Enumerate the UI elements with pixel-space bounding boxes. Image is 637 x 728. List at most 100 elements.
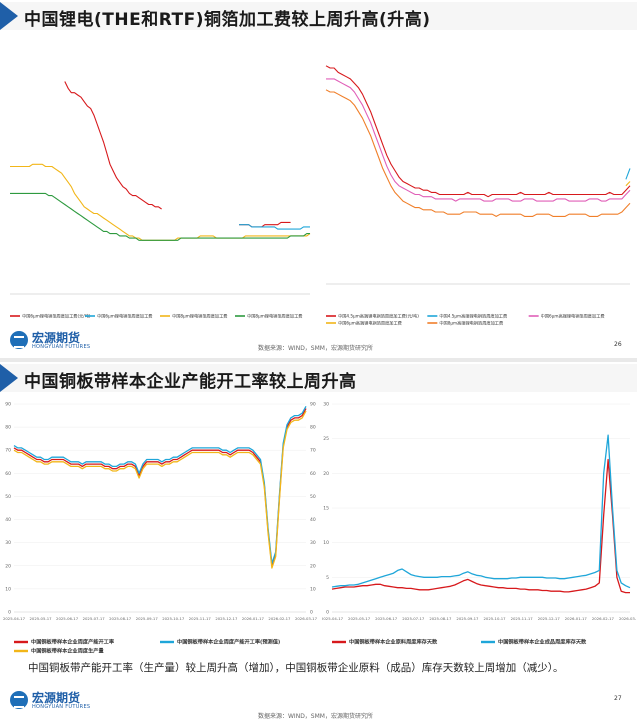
legend-label: 中国8μm锂电铜箔周度加工费 — [172, 313, 227, 320]
x-tick-label: 2025-04-17 — [3, 616, 26, 621]
series-line-0 — [325, 65, 631, 198]
legend-label: 中国铜板带样本企业周度产能开工率 — [31, 638, 115, 646]
plate-strip-utilization-svg: 9080706050403020100908070605040302010020… — [3, 402, 318, 655]
x-tick-label: 2025-07-17 — [83, 616, 106, 621]
legend-label: 中国6μm高端锂电铜箔周度加工费 — [541, 313, 605, 320]
x-tick-label: 2025-12-17 — [215, 616, 238, 621]
y-tick-label: 20 — [323, 471, 329, 477]
series-line-4 — [325, 89, 631, 217]
x-tick-label: 2025-11-17 — [511, 616, 534, 621]
page-number: 26 — [614, 341, 622, 348]
x-tick-label: 2025-07-17 — [402, 616, 425, 621]
legend-label: 中国4.5μm高端锂电铜箔周度加工费 — [439, 313, 507, 320]
series-line-0 — [331, 458, 630, 594]
x-tick-label: 2025-09-17 — [456, 616, 479, 621]
x-tick-label: 2025-05-17 — [30, 616, 53, 621]
y-right-tick-label: 30 — [310, 540, 316, 546]
y-right-tick-label: 10 — [310, 586, 316, 592]
logo-mark-icon — [10, 691, 28, 709]
logo-mark-icon — [10, 331, 28, 349]
plate-strip-inventory-chart: 30 25 20 15 10 5 0 2025-04-17 2025-05-17 2025-06-… — [321, 396, 637, 656]
legend-label: 中国4.5μm高端锂电铜箔周度加工费(元/吨) — [338, 313, 419, 320]
series-line-2 — [326, 78, 631, 202]
y-tick-label: 90 — [5, 402, 11, 408]
y-tick-label: 80 — [5, 425, 11, 431]
y-tick-label: 30 — [323, 402, 329, 408]
y-tick-label: 15 — [323, 506, 329, 512]
y-tick-label: 25 — [323, 436, 329, 442]
y-tick-label: 5 — [326, 575, 329, 581]
x-tick-label: 2026-01-17 — [565, 616, 588, 621]
series-line-2 — [10, 163, 311, 241]
copper-foil-right-svg: 中国4.5μm高端锂电铜箔周度加工费(元/吨) 中国4.5μm高端锂电铜箔周度加工… — [325, 65, 631, 327]
x-tick-label: 2025-11-17 — [189, 616, 212, 621]
company-logo: 宏源期货 HONGYUAN FUTURES — [10, 689, 90, 713]
slide-26: 中国锂电(THE和RTF)铜箔加工费较上周升高(升高) 中国6μm锂电铜箔周度加… — [0, 0, 637, 360]
slide-divider — [0, 358, 637, 364]
y-right-tick-label: 80 — [310, 425, 316, 431]
x-tick-label: 2025-09-17 — [136, 616, 159, 621]
x-tick-label: 2026-02-17 — [268, 616, 291, 621]
slide-title-bar: 中国锂电(THE和RTF)铜箔加工费较上周升高(升高) — [0, 2, 637, 30]
x-tick-label: 2025-06-17 — [375, 616, 398, 621]
logo-en: HONGYUAN FUTURES — [32, 344, 91, 350]
y-right-tick-label: 90 — [310, 402, 316, 408]
slide-27: 中国铜板带样本企业产能开工率较上周升高 90 80 70 60 50 40 30 20 10 0 9… — [0, 362, 637, 728]
series-line-1 — [239, 224, 310, 230]
x-tick-label: 2025-08-17 — [429, 616, 452, 621]
y-tick-label: 60 — [5, 471, 11, 477]
x-tick-label: 2026-03-17 — [619, 616, 636, 621]
y-right-tick-label: 20 — [310, 563, 316, 569]
summary-note: 中国铜板带产能开工率（生产量）较上周升高（增加），中国铜板带企业原料（成品）库存… — [28, 662, 564, 674]
y-right-tick-label: 60 — [310, 471, 316, 477]
y-tick-label: 50 — [5, 494, 11, 500]
logo-en: HONGYUAN FUTURES — [32, 704, 91, 710]
legend-label: 中国8μm高端锂电铜箔周度加工费 — [439, 320, 503, 327]
copper-foil-left-chart: 中国6μm锂电铜箔周度加工费(元/吨) 中国6μm锂电铜箔周度加工费 中国8μm锂电… — [4, 34, 316, 330]
x-tick-label: 2025-10-17 — [484, 616, 507, 621]
plate-strip-utilization-chart: 90 80 70 60 50 40 30 20 10 0 90 80 70 60 50 40 30 20 10 0 20… — [2, 396, 320, 656]
legend-label: 中国6μm高端锂电铜箔周度加工费 — [338, 320, 402, 327]
y-tick-label: 30 — [5, 540, 11, 546]
legend-label: 中国8μm锂电铜箔周度加工费 — [247, 313, 302, 320]
y-right-tick-label: 40 — [310, 517, 316, 523]
y-tick-label: 10 — [5, 586, 11, 592]
y-right-tick-label: 0 — [310, 610, 313, 616]
logo-cn: 宏源期货 — [32, 331, 81, 345]
copper-foil-left-svg: 中国6μm锂电铜箔周度加工费(元/吨) 中国6μm锂电铜箔周度加工费 中国8μm锂电… — [10, 81, 311, 320]
legend-label: 中国铜板带样本企业周度生产量 — [31, 647, 104, 655]
x-tick-label: 2025-08-17 — [109, 616, 132, 621]
x-tick-label: 2025-10-17 — [162, 616, 185, 621]
title-accent-triangle — [0, 2, 18, 30]
y-tick-label: 10 — [323, 540, 329, 546]
x-tick-label: 2026-02-17 — [592, 616, 615, 621]
page-number: 27 — [614, 695, 622, 702]
source-note: 数据来源：WIND，SMM，宏源期货研究所 — [258, 345, 373, 352]
slide-title-bar: 中国铜板带样本企业产能开工率较上周升高 — [0, 364, 637, 392]
slide-title: 中国锂电(THE和RTF)铜箔加工费较上周升高(升高) — [24, 10, 431, 30]
x-tick-label: 2026-01-17 — [242, 616, 265, 621]
series-line-3 — [625, 181, 631, 187]
series-line-1 — [625, 168, 631, 180]
x-tick-label: 2025-05-17 — [348, 616, 371, 621]
series-line-1 — [13, 405, 307, 565]
y-tick-label: 70 — [5, 448, 11, 454]
y-tick-label: 40 — [5, 517, 11, 523]
legend-label: 中国6μm锂电铜箔周度加工费 — [97, 313, 152, 320]
legend-label: 中国铜板带样本企业周度产能开工率(预测值) — [177, 638, 280, 646]
x-tick-label: 2025-04-17 — [322, 616, 344, 621]
legend-label: 中国铜板带样本企业成品周度库存天数 — [498, 638, 587, 646]
series-line-3 — [10, 192, 310, 241]
series-line-2 — [13, 410, 307, 569]
y-tick-label: 20 — [5, 563, 11, 569]
logo-cn: 宏源期货 — [32, 691, 81, 705]
series-line-0 — [64, 81, 291, 228]
copper-foil-right-chart: 中国4.5μm高端锂电铜箔周度加工费(元/吨) 中国4.5μm高端锂电铜箔周度加工… — [320, 34, 636, 330]
y-right-tick-label: 50 — [310, 494, 316, 500]
source-note: 数据来源：WIND，SMM，宏源期货研究所 — [258, 713, 373, 720]
series-line-1 — [331, 434, 631, 589]
legend-label: 中国铜板带样本企业原料周度库存天数 — [349, 638, 438, 646]
y-tick-label: 0 — [326, 610, 329, 616]
x-tick-label: 2025-12-17 — [538, 616, 561, 621]
